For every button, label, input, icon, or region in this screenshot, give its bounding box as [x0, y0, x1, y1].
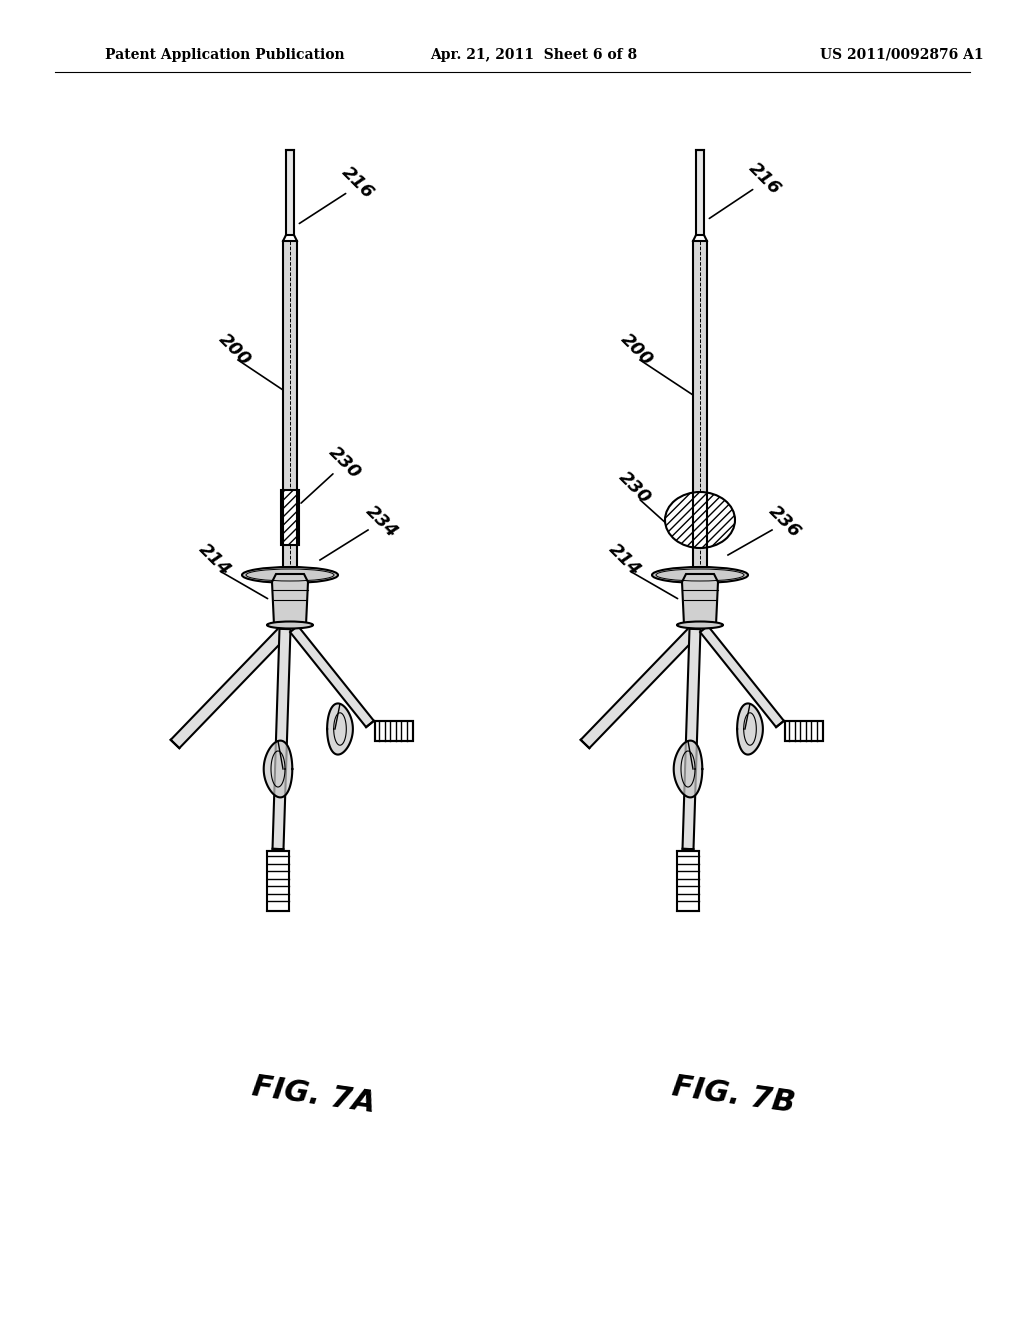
Text: 214: 214 [605, 540, 644, 579]
Bar [281, 490, 299, 545]
Bar [677, 851, 699, 911]
Text: 230: 230 [615, 469, 654, 508]
Bar [375, 721, 413, 741]
Polygon shape [737, 704, 763, 755]
Text: FIG. 7A: FIG. 7A [250, 1072, 377, 1118]
Text: 200: 200 [215, 330, 254, 370]
Ellipse shape [665, 492, 735, 548]
Text: 216: 216 [338, 164, 377, 203]
Text: 230: 230 [325, 444, 365, 483]
Text: 214: 214 [195, 540, 234, 579]
Polygon shape [682, 574, 718, 624]
Bar [785, 721, 823, 741]
Polygon shape [171, 624, 291, 748]
Text: Patent Application Publication: Patent Application Publication [105, 48, 345, 62]
Polygon shape [700, 626, 784, 727]
Text: Apr. 21, 2011  Sheet 6 of 8: Apr. 21, 2011 Sheet 6 of 8 [430, 48, 637, 62]
Ellipse shape [242, 568, 338, 583]
Polygon shape [272, 574, 308, 624]
Polygon shape [327, 704, 353, 755]
Bar [267, 851, 289, 911]
Text: 216: 216 [745, 160, 784, 198]
Bar [283, 242, 297, 570]
Bar [696, 150, 705, 235]
Ellipse shape [267, 622, 313, 628]
Bar [785, 721, 823, 741]
Bar [286, 150, 294, 235]
Ellipse shape [677, 622, 723, 628]
Polygon shape [683, 628, 700, 849]
Bar [693, 242, 707, 570]
Polygon shape [290, 626, 374, 727]
Text: US 2011/0092876 A1: US 2011/0092876 A1 [820, 48, 984, 62]
Polygon shape [581, 624, 700, 748]
Ellipse shape [652, 568, 748, 583]
Polygon shape [264, 741, 292, 797]
Polygon shape [674, 741, 702, 797]
Text: 236: 236 [765, 503, 804, 541]
Bar [375, 721, 413, 741]
Text: 200: 200 [617, 330, 656, 370]
Text: 234: 234 [362, 503, 401, 541]
Polygon shape [272, 628, 291, 849]
Text: FIG. 7B: FIG. 7B [670, 1072, 797, 1118]
